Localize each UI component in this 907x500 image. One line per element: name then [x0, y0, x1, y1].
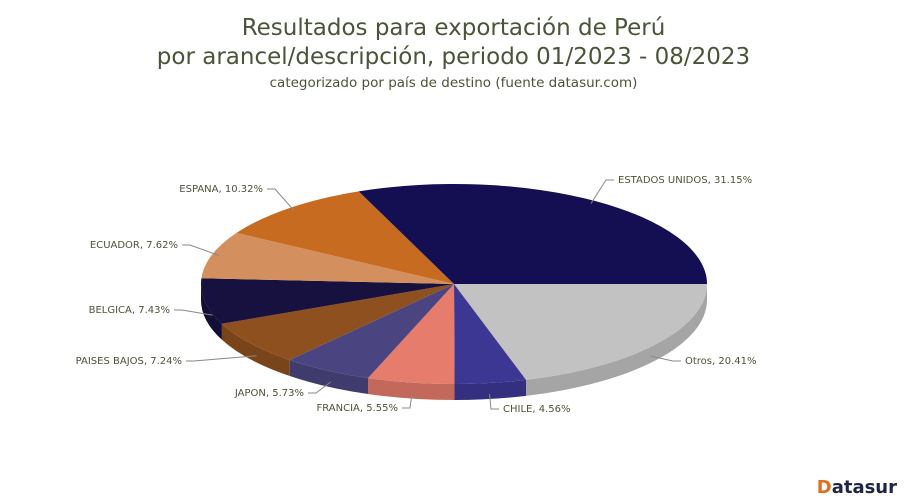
pie-slice-otros[interactable]: [454, 284, 707, 380]
pie-side-francia: [368, 378, 455, 400]
pie-slice-espana[interactable]: [236, 191, 454, 284]
leader-line: [308, 381, 331, 394]
data-label: ESPANA, 10.32%: [179, 184, 263, 195]
pie-side-belgica: [201, 284, 222, 340]
data-label: FRANCIA, 5.55%: [316, 403, 398, 414]
chart-title-line1: Resultados para exportación de Perú: [241, 15, 666, 41]
leader-line: [267, 188, 295, 211]
datasur-logo: Datasur: [816, 477, 897, 498]
data-label: ESTADOS UNIDOS, 31.15%: [618, 175, 752, 186]
data-label: PAISES BAJOS, 7.24%: [76, 356, 182, 367]
pie-slice-francia[interactable]: [368, 284, 455, 384]
data-label: BELGICA, 7.43%: [89, 305, 170, 316]
data-label: CHILE, 4.56%: [503, 404, 570, 415]
pie-slice-ecuador[interactable]: [201, 232, 454, 284]
data-label: ECUADOR, 7.62%: [90, 240, 178, 251]
chart-title-line2: por arancel/descripción, periodo 01/2023…: [156, 44, 751, 70]
leader-line: [182, 244, 220, 257]
chart-subtitle: categorizado por país de destino (fuente…: [269, 75, 638, 91]
leader-line: [489, 394, 499, 410]
leader-line: [174, 309, 213, 316]
leader-line: [186, 355, 257, 362]
pie-slice-japon[interactable]: [289, 284, 454, 379]
pie-slice-belgica[interactable]: [201, 278, 454, 324]
leader-line: [590, 179, 614, 204]
pie-side-japon: [289, 360, 369, 395]
pie-slice-estados-unidos[interactable]: [358, 184, 707, 284]
pie-slice-paises-bajos[interactable]: [221, 284, 454, 361]
data-label: JAPON, 5.73%: [234, 388, 304, 399]
pie-slice-chile[interactable]: [454, 284, 526, 384]
pie-side-chile: [454, 379, 526, 400]
leader-line: [402, 393, 413, 409]
pie-side-paises-bajos: [221, 323, 290, 377]
leader-line: [650, 355, 681, 362]
data-label: Otros, 20.41%: [685, 356, 757, 367]
pie-side-otros: [525, 284, 707, 396]
